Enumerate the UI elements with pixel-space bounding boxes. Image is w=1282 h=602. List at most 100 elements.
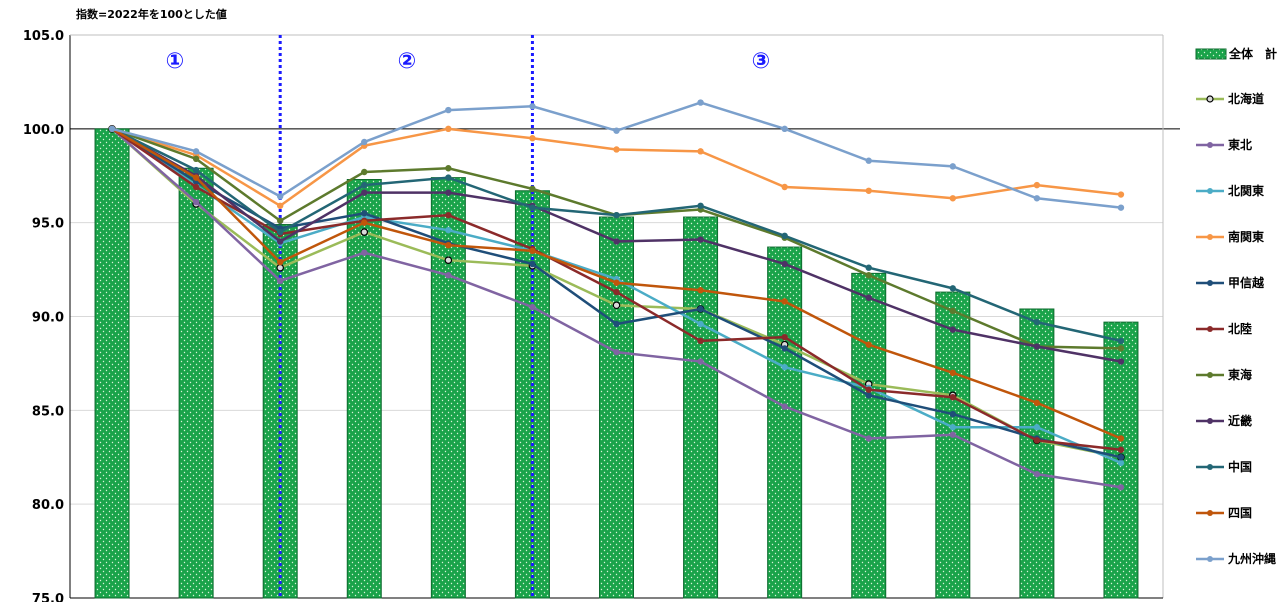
series-point: [697, 202, 704, 209]
series-point: [613, 279, 620, 286]
series-point: [613, 288, 620, 296]
series-point: [949, 195, 957, 202]
series-point: [276, 217, 284, 224]
series-point: [192, 148, 200, 155]
series-point: [1033, 318, 1041, 326]
series-point: [192, 174, 200, 181]
series-point: [613, 320, 620, 328]
series-point: [445, 189, 452, 196]
series-point: [865, 341, 872, 348]
legend-label: 甲信越: [1228, 275, 1265, 290]
series-point: [445, 174, 452, 181]
series-point: [781, 298, 788, 305]
series-point: [276, 193, 284, 200]
series-point: [697, 99, 704, 106]
series-point: [781, 125, 788, 133]
legend-marker: [1207, 510, 1213, 516]
series-point: [445, 211, 452, 219]
period-annotations: ① ② ③: [166, 49, 771, 74]
series-point: [192, 166, 200, 174]
series-point: [1033, 181, 1041, 189]
series-point: [529, 135, 536, 142]
legend-marker: [1207, 188, 1213, 194]
series-point: [781, 183, 788, 191]
series-point: [781, 333, 788, 341]
y-tick-label: 75.0: [32, 592, 64, 602]
bar: [1019, 308, 1055, 599]
series-point: [445, 106, 452, 114]
series-point: [865, 386, 872, 393]
series-point: [949, 410, 957, 418]
y-axis: 75.0 80.0 85.0 90.0 95.0 100.0 105.0: [23, 29, 1164, 602]
series-point: [276, 277, 284, 285]
series-point: [781, 363, 788, 371]
legend-marker: [1207, 326, 1213, 332]
legend-label: 近畿: [1228, 413, 1252, 428]
series-point: [613, 127, 620, 134]
legend-marker: [1207, 418, 1213, 424]
series-point: [276, 238, 284, 245]
legend-marker: [1207, 234, 1213, 240]
legend-marker: [1207, 464, 1213, 470]
series-point: [529, 185, 536, 193]
period-annotation: ③: [752, 49, 771, 74]
series-point: [276, 228, 284, 236]
series-point: [444, 256, 453, 265]
series-point: [360, 228, 369, 236]
period-annotation: ②: [398, 49, 417, 74]
series-point: [865, 435, 872, 442]
series-point: [1117, 446, 1125, 453]
series-point: [949, 285, 957, 292]
series-point: [529, 204, 536, 211]
chart-subtitle: 指数=2022年を100とした値: [76, 7, 227, 21]
series-point: [865, 272, 872, 279]
series-point: [613, 211, 620, 219]
series-point: [361, 210, 368, 217]
y-tick-label: 105.0: [23, 29, 64, 44]
series-point: [361, 249, 368, 256]
legend-label: 東北: [1228, 137, 1252, 152]
series-point: [613, 146, 620, 153]
series-point: [445, 125, 452, 133]
series-point: [781, 260, 788, 268]
series-point: [781, 403, 788, 410]
series-point: [108, 125, 116, 133]
series-point: [1033, 470, 1041, 478]
series-point: [612, 301, 621, 310]
series-point: [865, 187, 872, 194]
series-point: [1117, 191, 1125, 198]
series-point: [445, 226, 452, 234]
series-point: [949, 163, 957, 170]
series-point: [781, 345, 788, 352]
series-point: [445, 165, 452, 172]
series-point: [1117, 345, 1125, 352]
series-point: [697, 287, 704, 294]
y-tick-label: 100.0: [23, 123, 64, 138]
period-dividers: [278, 35, 534, 598]
legend-marker: [1207, 372, 1213, 378]
series-point: [529, 247, 536, 255]
series-point: [697, 236, 704, 243]
series-point: [697, 148, 704, 155]
series-point: [949, 424, 957, 431]
series-point: [1033, 343, 1041, 350]
legend-marker: [1207, 556, 1213, 562]
bar: [683, 216, 719, 599]
series-point: [949, 393, 957, 401]
series-point: [276, 258, 284, 266]
series-point: [529, 260, 536, 268]
series-point: [1117, 435, 1125, 442]
series-point: [1117, 459, 1125, 467]
legend-label: 北海道: [1228, 91, 1264, 106]
legend-label: 東海: [1228, 367, 1252, 382]
series-point: [697, 337, 704, 345]
series-point: [445, 241, 452, 249]
series-point: [1033, 437, 1041, 444]
series-point: [865, 157, 872, 164]
legend-label: 九州沖縄: [1227, 551, 1276, 566]
series-point: [192, 198, 200, 206]
series-point: [949, 431, 957, 438]
series-point: [949, 326, 957, 333]
